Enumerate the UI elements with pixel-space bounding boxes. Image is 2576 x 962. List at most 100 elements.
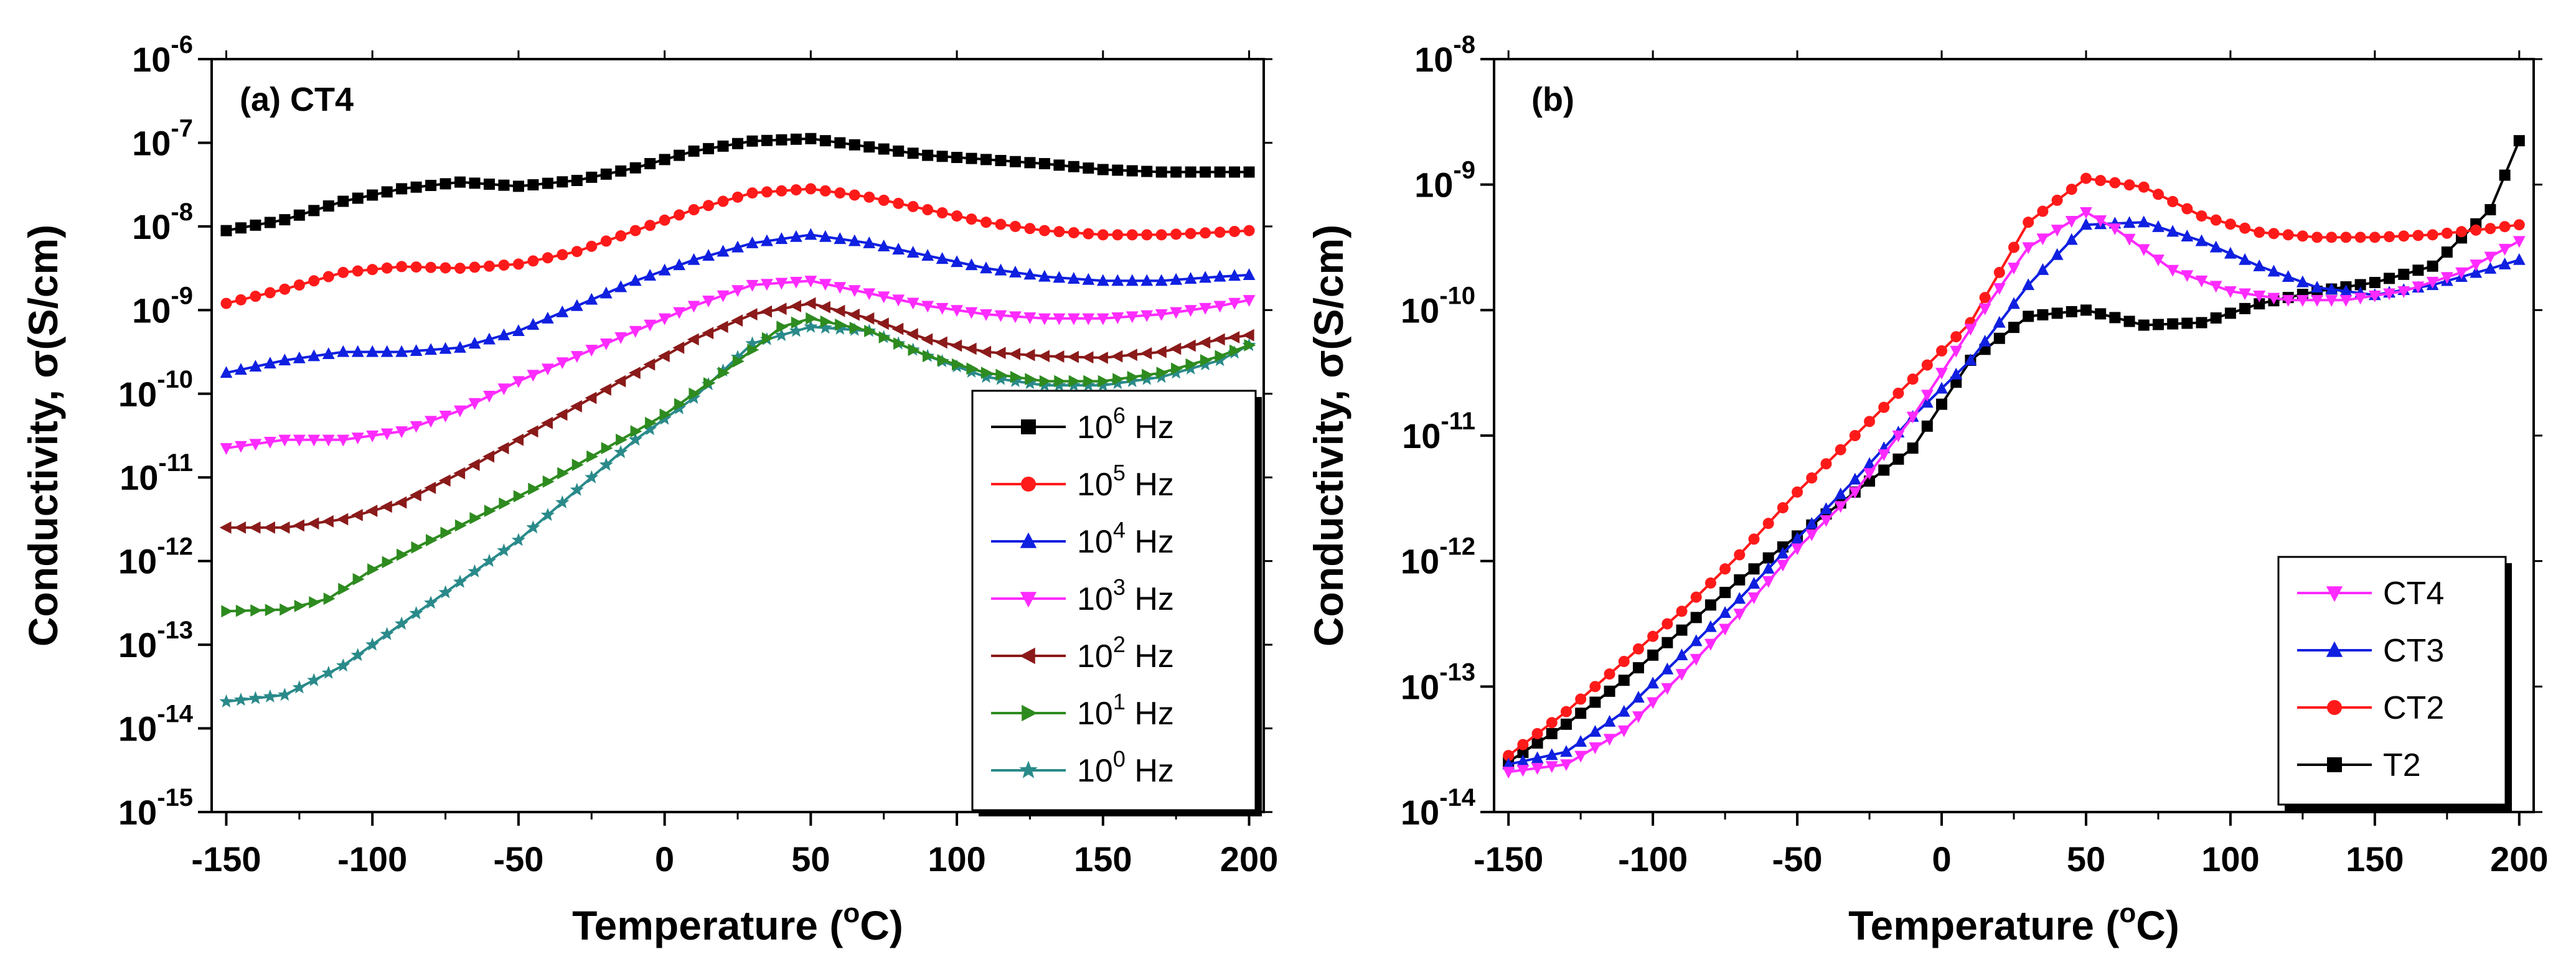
data-point — [2008, 242, 2019, 253]
data-point — [367, 189, 378, 200]
data-point — [950, 340, 962, 352]
legend-label-exponent: 0 — [1113, 746, 1126, 772]
panel-b-chart: -150-100-5005010015020010-1410-1310-1210… — [1305, 31, 2549, 948]
data-point — [1604, 686, 1615, 697]
data-point — [2052, 195, 2063, 206]
y-tick-label-exponent: -9 — [1453, 157, 1475, 184]
data-point — [2268, 228, 2280, 239]
data-point — [643, 358, 655, 371]
data-point — [572, 459, 584, 471]
data-point — [1763, 518, 1774, 529]
data-point — [425, 180, 436, 191]
data-point — [965, 343, 977, 355]
data-point — [951, 210, 962, 222]
data-point — [922, 204, 933, 215]
data-point — [498, 259, 509, 271]
data-point — [1922, 421, 1933, 432]
legend-label: 104 Hz — [1077, 517, 1174, 560]
y-tick-label-exponent: -13 — [1439, 658, 1475, 686]
data-point — [367, 264, 378, 275]
data-point — [2123, 234, 2136, 246]
data-point — [1749, 563, 1760, 574]
data-point — [672, 342, 684, 354]
legend-label: 102 Hz — [1077, 632, 1174, 675]
data-point — [702, 327, 713, 339]
data-point — [1676, 605, 1688, 617]
data-point — [922, 150, 933, 161]
y-tick-label: 10-9 — [132, 282, 193, 330]
data-point — [1098, 229, 1109, 240]
data-point — [1633, 662, 1644, 673]
data-point — [1126, 348, 1137, 361]
data-point — [586, 451, 598, 463]
x-axis-title-end: C) — [2136, 902, 2179, 948]
y-tick-label-base: 10 — [1414, 40, 1453, 79]
data-point — [365, 505, 377, 517]
data-point — [1546, 717, 1558, 728]
data-point — [1820, 458, 1831, 469]
data-point — [2124, 315, 2135, 327]
data-point — [659, 215, 670, 226]
legend-label-exponent: 6 — [1113, 403, 1126, 428]
data-point — [426, 534, 438, 546]
data-point — [1878, 464, 1889, 475]
data-point — [936, 337, 947, 349]
data-point — [891, 323, 903, 335]
x-tick-label: -50 — [493, 839, 543, 879]
data-point — [1618, 726, 1630, 737]
data-point — [1008, 348, 1020, 360]
data-point — [541, 417, 553, 429]
y-tick-label: 10-11 — [1402, 408, 1475, 455]
legend-label: 105 Hz — [1077, 460, 1174, 503]
data-point — [834, 187, 845, 198]
data-point — [601, 442, 613, 454]
data-point — [527, 179, 538, 190]
data-point — [644, 220, 656, 231]
data-point — [1749, 533, 1760, 544]
data-point — [746, 136, 758, 147]
data-point — [599, 383, 611, 396]
panel-a-chart: -150-100-5005010015020010-1510-1410-1310… — [20, 31, 1278, 948]
legend-label: CT4 — [2383, 576, 2444, 612]
data-point — [1169, 343, 1181, 355]
data-point — [1574, 751, 1587, 763]
data-point — [263, 521, 275, 534]
data-point — [2412, 230, 2423, 241]
data-point — [2037, 206, 2048, 217]
y-tick-label: 10-7 — [132, 114, 193, 162]
data-point — [570, 400, 582, 413]
data-point — [689, 146, 700, 157]
data-point — [1068, 227, 1079, 238]
y-tick-label-base: 10 — [1402, 416, 1441, 455]
data-point — [2442, 228, 2453, 239]
x-tick-label: 100 — [928, 839, 985, 879]
data-point — [2036, 233, 2049, 245]
data-point — [220, 298, 232, 309]
data-point — [440, 178, 451, 189]
data-point — [848, 309, 860, 321]
y-tick-label: 10-10 — [118, 366, 193, 414]
data-point — [411, 182, 422, 193]
data-point — [1200, 227, 1211, 238]
data-point — [571, 246, 583, 257]
series-line — [227, 139, 1249, 231]
x-axis-title: Temperature (oC) — [572, 898, 903, 948]
data-point — [512, 434, 524, 446]
data-point — [1083, 228, 1094, 240]
data-point — [804, 297, 816, 310]
data-point — [732, 192, 743, 203]
y-tick-label: 10-11 — [120, 449, 193, 497]
data-point — [469, 512, 481, 525]
data-point — [1185, 228, 1196, 239]
data-point — [2211, 215, 2222, 226]
y-tick-label-exponent: -6 — [171, 31, 193, 58]
y-tick-label-exponent: -7 — [171, 114, 193, 142]
legend-label: 100 Hz — [1077, 746, 1174, 789]
data-point — [308, 205, 319, 216]
legend-label-exponent: 1 — [1113, 689, 1126, 714]
y-tick-label-base: 10 — [132, 123, 171, 162]
data-point — [424, 482, 436, 494]
y-tick-label-exponent: -9 — [171, 282, 193, 309]
data-point — [2514, 219, 2525, 230]
data-point — [1777, 502, 1789, 513]
